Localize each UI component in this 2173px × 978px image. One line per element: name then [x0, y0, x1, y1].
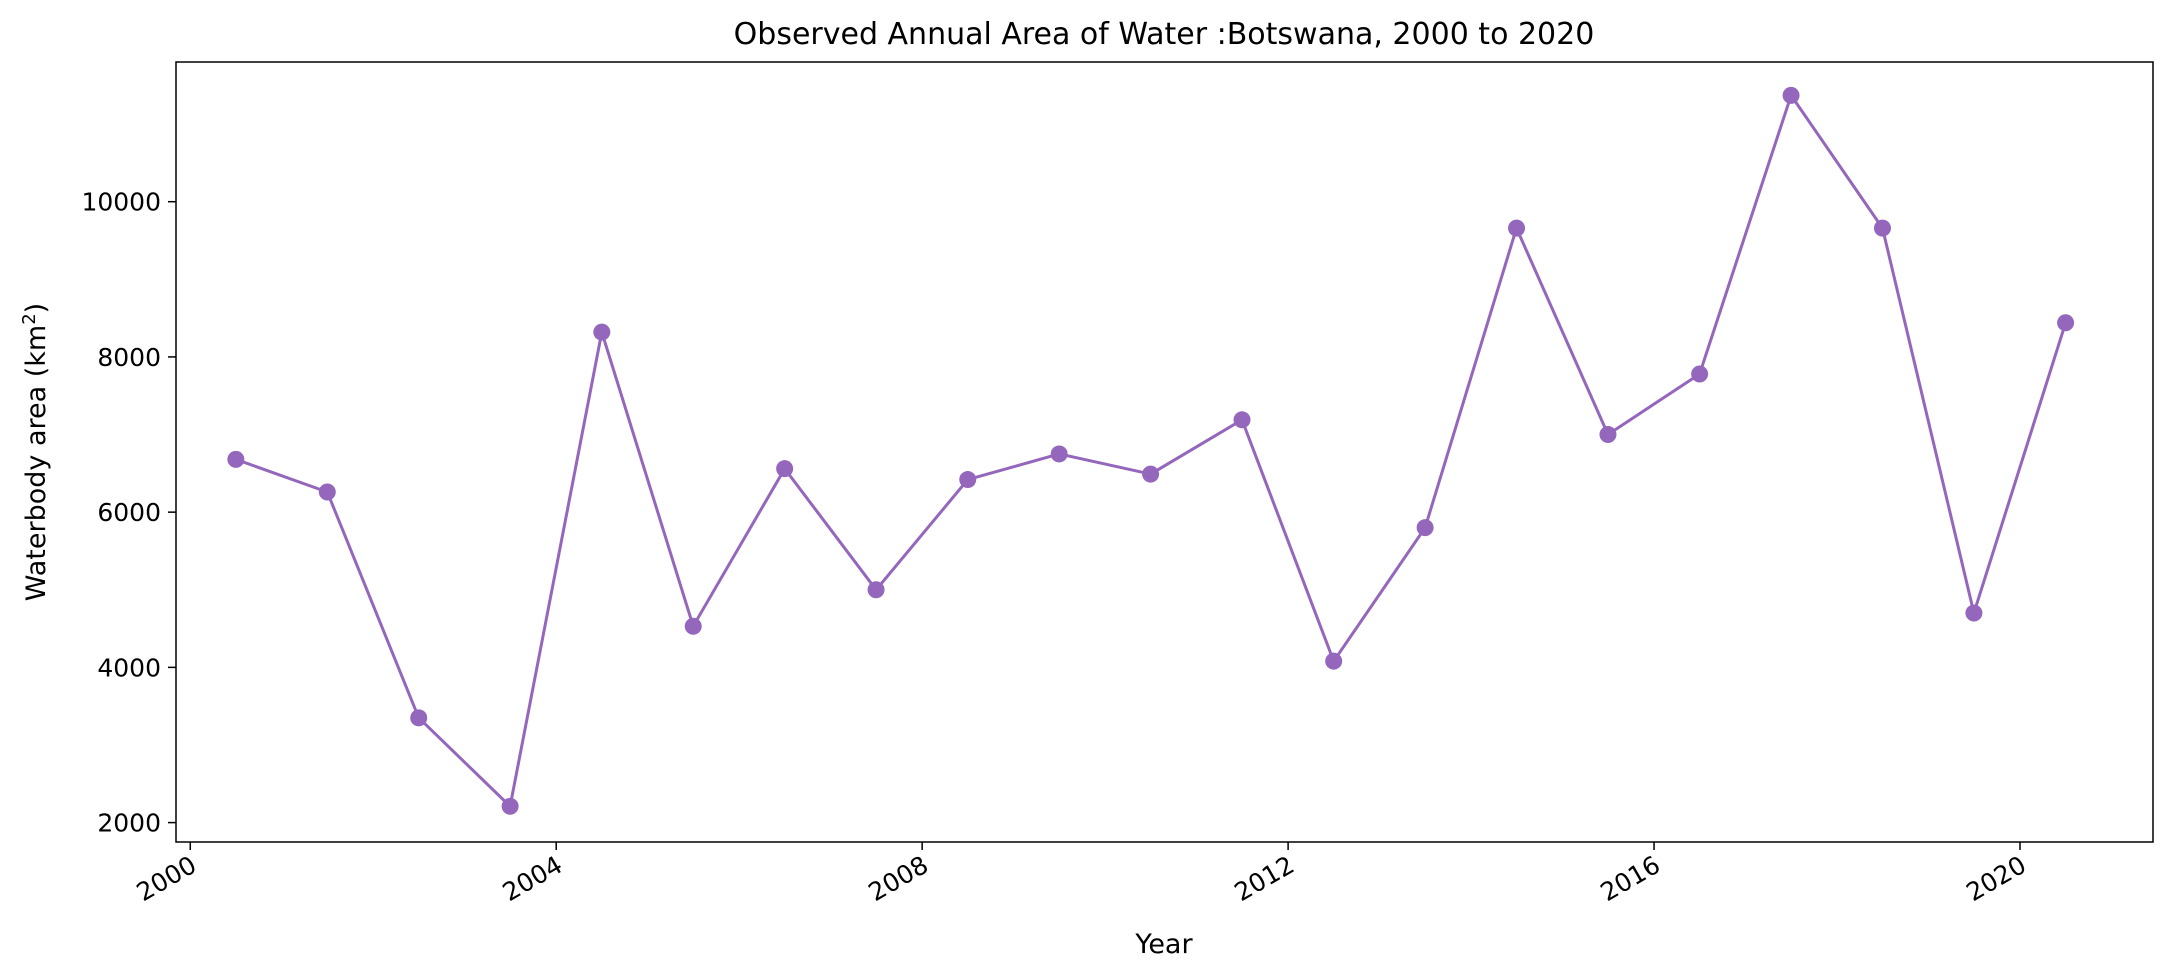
x-tick-label: 2016: [1595, 850, 1665, 907]
plot-area-frame: [175, 61, 2154, 843]
data-point: [1599, 426, 1617, 444]
y-tick-label: 6000: [97, 498, 161, 527]
data-point: [1050, 445, 1068, 463]
x-tick-label: 2004: [498, 850, 568, 907]
data-point: [318, 483, 336, 501]
y-axis-label-close: ): [21, 303, 52, 314]
data-point: [227, 450, 245, 468]
data-point: [776, 460, 794, 478]
data-point: [2057, 314, 2075, 332]
data-point: [593, 323, 611, 341]
data-point: [1508, 219, 1526, 237]
data-point: [1325, 652, 1343, 670]
data-point: [684, 617, 702, 635]
y-axis-label-text: Waterbody area (km: [21, 325, 52, 601]
x-tick-label: 2020: [1961, 850, 2031, 907]
y-axis-label-superscript: 2: [19, 313, 40, 324]
y-tick-label: 2000: [97, 809, 161, 838]
data-point: [1142, 465, 1160, 483]
data-point: [959, 471, 977, 489]
x-tick-label: 2012: [1230, 850, 1300, 907]
x-axis: 2000 2004 2008 2012 2016 2020: [132, 842, 2031, 907]
data-point: [1691, 365, 1709, 383]
data-point: [1233, 411, 1251, 429]
data-point: [1965, 604, 1983, 622]
data-point: [410, 709, 428, 727]
x-tick-label: 2000: [132, 850, 202, 907]
data-point: [1873, 219, 1891, 237]
data-point: [501, 797, 519, 815]
y-tick-label: 4000: [97, 653, 161, 682]
chart-title: Observed Annual Area of Water :Botswana,…: [734, 17, 1595, 52]
data-point: [867, 581, 885, 599]
data-point: [1416, 519, 1434, 537]
data-points: [227, 86, 2075, 815]
x-tick-label: 2008: [864, 850, 934, 907]
y-axis-label: Waterbody area (km2): [19, 303, 52, 601]
series-line: [235, 92, 2068, 810]
x-axis-label: Year: [1134, 929, 1193, 960]
y-axis: 2000 4000 6000 8000 10000: [81, 188, 176, 838]
y-tick-label: 10000: [81, 188, 161, 217]
y-tick-label: 8000: [97, 343, 161, 372]
data-point: [1782, 86, 1800, 104]
